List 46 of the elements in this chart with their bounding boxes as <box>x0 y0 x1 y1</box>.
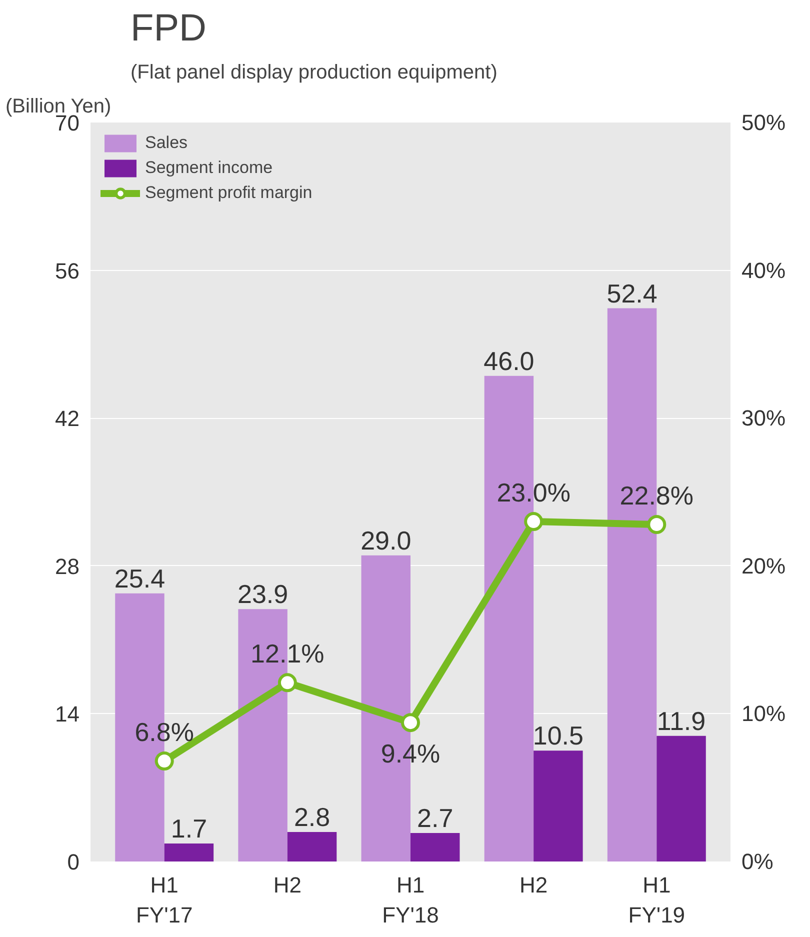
bar <box>534 750 583 862</box>
bar <box>410 832 460 862</box>
y-tick-label: 14 <box>55 702 80 727</box>
point <box>154 752 174 770</box>
chart-subtitle: (Flat panel display production equipment) <box>130 62 498 84</box>
point <box>647 515 666 534</box>
data-label: 46.0 <box>484 346 534 376</box>
y-tick-label: 42 <box>55 406 80 432</box>
y-tick-label: 56 <box>55 258 80 284</box>
point <box>524 512 544 532</box>
y2-tick-label: 30% <box>742 406 786 431</box>
data-label: 11.9 <box>656 706 706 736</box>
data-label: 23.0% <box>496 478 570 508</box>
data-label: 25.4 <box>114 563 166 594</box>
x-tick-label: H1 FY'19 <box>628 872 686 928</box>
legend-label: Segment profit margin <box>145 183 312 203</box>
x-tick-label: H1 FY'17 <box>136 872 193 928</box>
data-label: 6.8% <box>134 716 194 747</box>
x-tick-label: H1 FY'18 <box>382 872 439 928</box>
data-label: 29.0 <box>360 525 412 556</box>
x-tick-label: H2 <box>273 872 302 898</box>
bar <box>164 844 214 862</box>
data-label: 9.4% <box>380 738 440 769</box>
data-label: 2.7 <box>417 802 454 833</box>
data-label: 1.7 <box>170 814 208 844</box>
data-label: 22.8% <box>620 480 694 511</box>
data-label: 23.9 <box>238 579 288 610</box>
y-tick-label: 28 <box>55 554 80 579</box>
legend-label: Segment income <box>145 158 273 178</box>
data-label: 12.1% <box>250 638 324 669</box>
bar <box>656 736 706 862</box>
legend-label: Sales <box>145 133 188 153</box>
data-label: 2.8 <box>294 802 330 832</box>
y2-tick-label: 50% <box>742 110 786 135</box>
point <box>278 673 297 692</box>
point <box>401 713 420 732</box>
y-tick-label: 0 <box>67 850 80 874</box>
bar <box>287 832 337 862</box>
data-label: 52.4 <box>606 278 658 308</box>
x-tick-label: H2 <box>520 872 548 898</box>
chart-title: FPD <box>130 8 206 50</box>
y2-tick-label: 10% <box>742 701 786 726</box>
y2-tick-label: 0% <box>742 849 774 874</box>
y2-tick-label: 40% <box>742 258 786 283</box>
data-label: 10.5 <box>532 720 584 751</box>
y2-tick-label: 20% <box>742 553 786 578</box>
